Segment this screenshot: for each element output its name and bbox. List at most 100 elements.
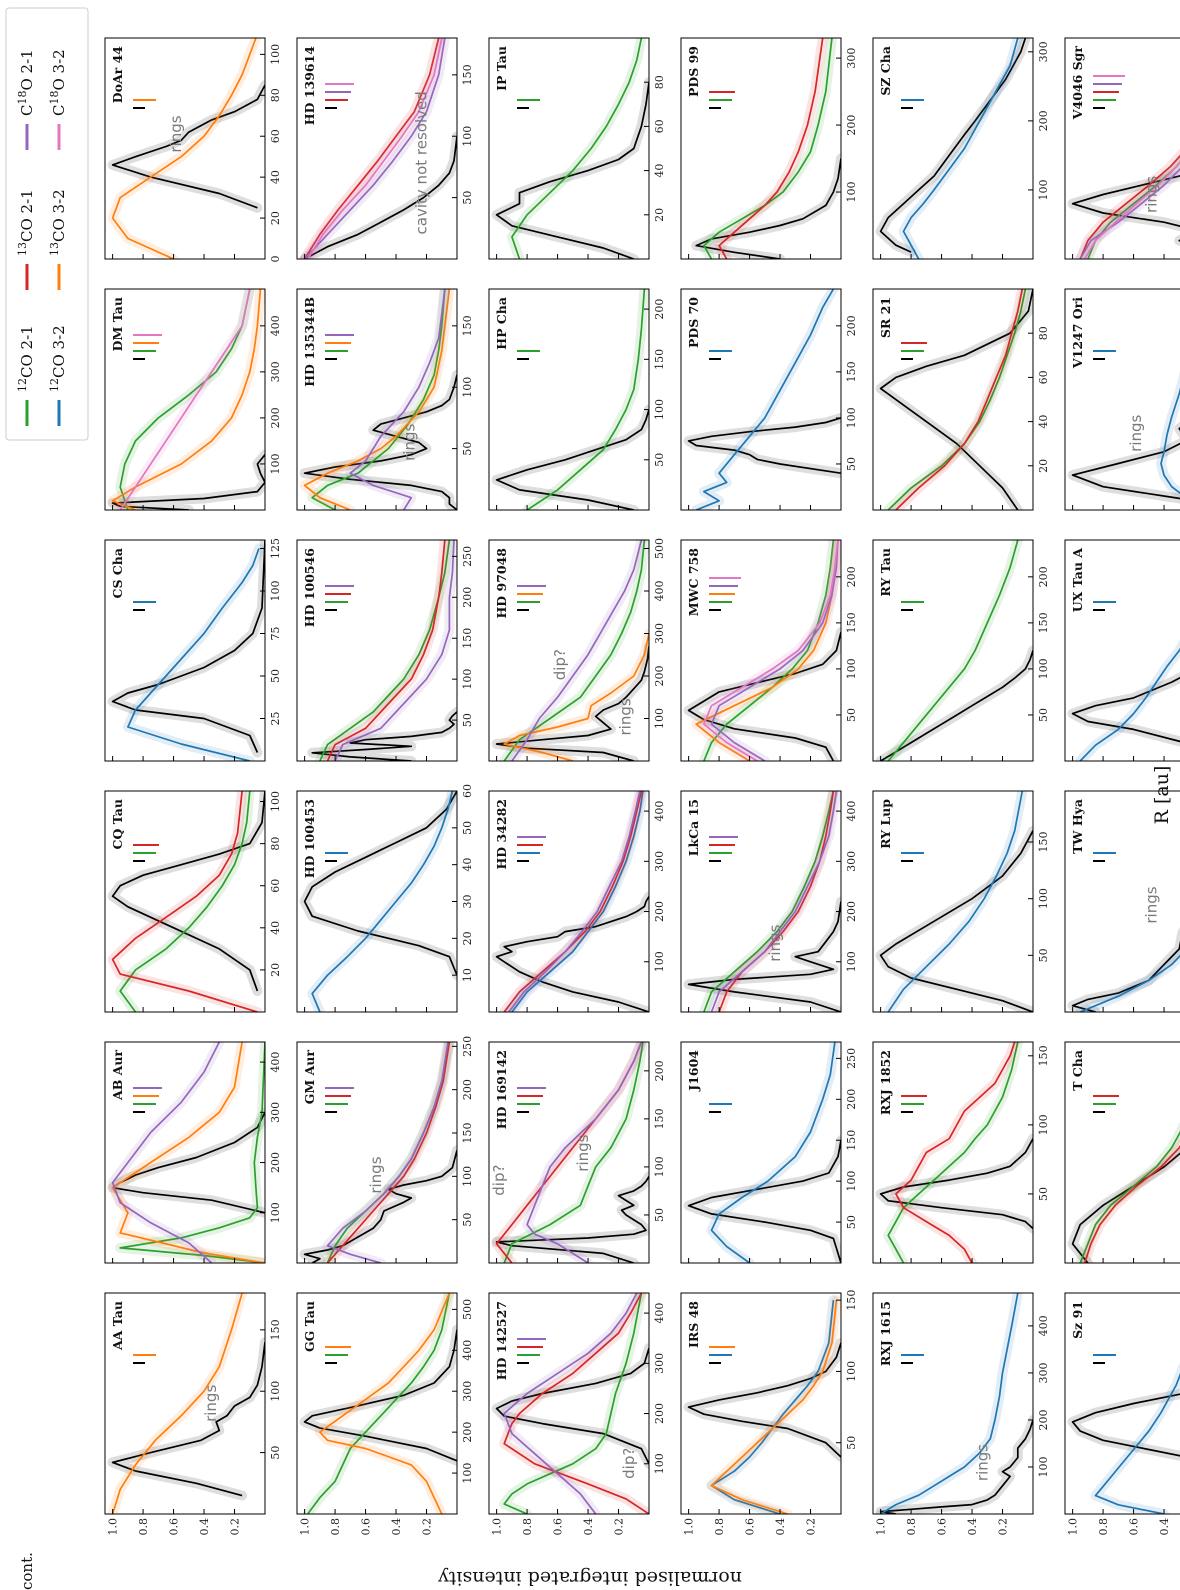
x-tick-label: 100 — [269, 1381, 282, 1402]
line-c18o-2-1 — [334, 540, 455, 761]
x-tick-label: 40 — [269, 170, 282, 184]
x-tick-label: 100 — [653, 951, 666, 972]
panel-hd-139614: cavity not resolved HD 139614 50 100 150 — [296, 37, 474, 260]
panel-title: J1604 — [686, 1050, 701, 1092]
x-tick-label: 60 — [1037, 370, 1050, 384]
line-cont — [1071, 806, 1180, 1012]
panel-ab-aur: AB Aur 100 200 300 400 — [104, 1041, 282, 1264]
uncertainty-band-cont — [1067, 801, 1180, 1012]
series-group — [491, 38, 649, 259]
panel-cs-cha: CS Cha 25 50 75 100 125 — [104, 538, 282, 762]
x-tick-label: 200 — [845, 115, 858, 136]
line-12co-3-2 — [710, 1042, 836, 1263]
line-c18o-2-1 — [303, 38, 446, 259]
x-tick-label: 400 — [653, 581, 666, 602]
line-13co-3-2 — [111, 1293, 243, 1514]
x-tick-label: 150 — [1037, 832, 1050, 853]
legend-box — [5, 7, 89, 441]
line-13co-3-2 — [111, 38, 257, 259]
y-tick-label: 0.4 — [774, 1518, 787, 1536]
series-group — [875, 1293, 1033, 1514]
legend: 12CO 2-1 12CO 3-2 13CO 2-1 13CO 3-2 C18O 2-1… — [5, 7, 89, 1590]
line-12co-2-1 — [526, 289, 646, 510]
series-group — [875, 791, 1033, 1012]
line-cont — [303, 1150, 457, 1263]
x-tick-label: 20 — [1037, 459, 1050, 473]
line-c18o-2-1 — [349, 289, 446, 510]
x-tick-label: 150 — [461, 64, 474, 85]
annotation-rings: rings — [574, 1134, 592, 1171]
line-cont — [879, 1138, 1033, 1230]
x-tick-label: 150 — [461, 1123, 474, 1144]
line-c18o-2-1 — [503, 1293, 638, 1514]
uncertainty-band-13co-2-1 — [890, 289, 1028, 510]
line-cont — [879, 38, 1027, 253]
panel-frame — [1064, 1041, 1180, 1264]
series-group — [107, 791, 265, 1012]
panel-title: MWC 758 — [686, 548, 701, 617]
annotation-rings: rings — [973, 1444, 991, 1481]
line-12co-2-1 — [887, 1042, 1019, 1263]
series-group — [107, 1042, 265, 1263]
x-tick-label: 50 — [461, 821, 474, 835]
panel-title: HD 135344B — [302, 297, 317, 387]
x-tick-label: 200 — [653, 1060, 666, 1081]
annotation-rings: rings — [367, 1156, 385, 1193]
legend-label-cont: cont. — [18, 1552, 36, 1590]
x-tick-label: 200 — [461, 587, 474, 608]
series-group — [299, 289, 457, 510]
x-tick-label: 50 — [1037, 1187, 1050, 1201]
x-tick-label: 200 — [653, 901, 666, 922]
line-cont — [1071, 1375, 1180, 1469]
x-tick-label: 100 — [269, 791, 282, 812]
panel-frame — [488, 288, 650, 511]
x-tick-label: 150 — [269, 1319, 282, 1340]
annotation-rings: rings — [766, 924, 784, 961]
y-tick-label: 0.4 — [198, 1518, 211, 1536]
x-tick-label: 200 — [1037, 566, 1050, 587]
series-group — [875, 38, 1031, 259]
x-tick-label: 200 — [269, 407, 282, 428]
series-group — [299, 38, 457, 259]
panel-ry-tau: RY Tau 50 100 150 200 — [872, 539, 1050, 762]
panel-title: HD 169142 — [494, 1050, 509, 1129]
panel-title: UX Tau A — [1070, 548, 1085, 613]
panel-title: PDS 70 — [686, 297, 701, 348]
line-cont — [111, 1111, 265, 1214]
line-cont — [111, 791, 265, 992]
annotation-rings: rings — [1142, 176, 1160, 213]
x-tick-label: 100 — [269, 453, 282, 474]
x-tick-label: 250 — [461, 546, 474, 567]
series-group — [875, 540, 1033, 761]
annotation-dip: dip? — [490, 1165, 508, 1196]
panel-frame — [488, 37, 650, 260]
panel-frame — [104, 288, 266, 511]
x-tick-label: 20 — [269, 211, 282, 225]
line-12co-2-1 — [1087, 38, 1180, 259]
x-tick-label: 80 — [269, 837, 282, 851]
uncertainty-band-cont — [1067, 613, 1180, 761]
series-group — [491, 540, 649, 761]
x-tick-label: 100 — [1037, 658, 1050, 679]
line-cont — [880, 650, 1033, 761]
x-tick-label: 50 — [461, 191, 474, 205]
panel-title: IRS 48 — [686, 1301, 701, 1348]
x-tick-label: 200 — [461, 1079, 474, 1100]
x-tick-label: 50 — [461, 713, 474, 727]
line-cont — [695, 158, 841, 259]
panel-title: SZ Cha — [878, 46, 893, 96]
panel-frame — [872, 539, 1034, 762]
series-group — [683, 1295, 841, 1514]
x-tick-label: 100 — [845, 951, 858, 972]
panel-frame — [104, 37, 266, 260]
panel-frame — [1064, 1292, 1180, 1515]
x-tick-label: 10 — [461, 968, 474, 982]
panel-title: HD 142527 — [494, 1301, 509, 1380]
series-group — [1067, 540, 1180, 761]
x-tick-label: 400 — [845, 801, 858, 822]
uncertainty-band-12co-3-2 — [691, 289, 839, 510]
x-tick-label: 300 — [845, 851, 858, 872]
